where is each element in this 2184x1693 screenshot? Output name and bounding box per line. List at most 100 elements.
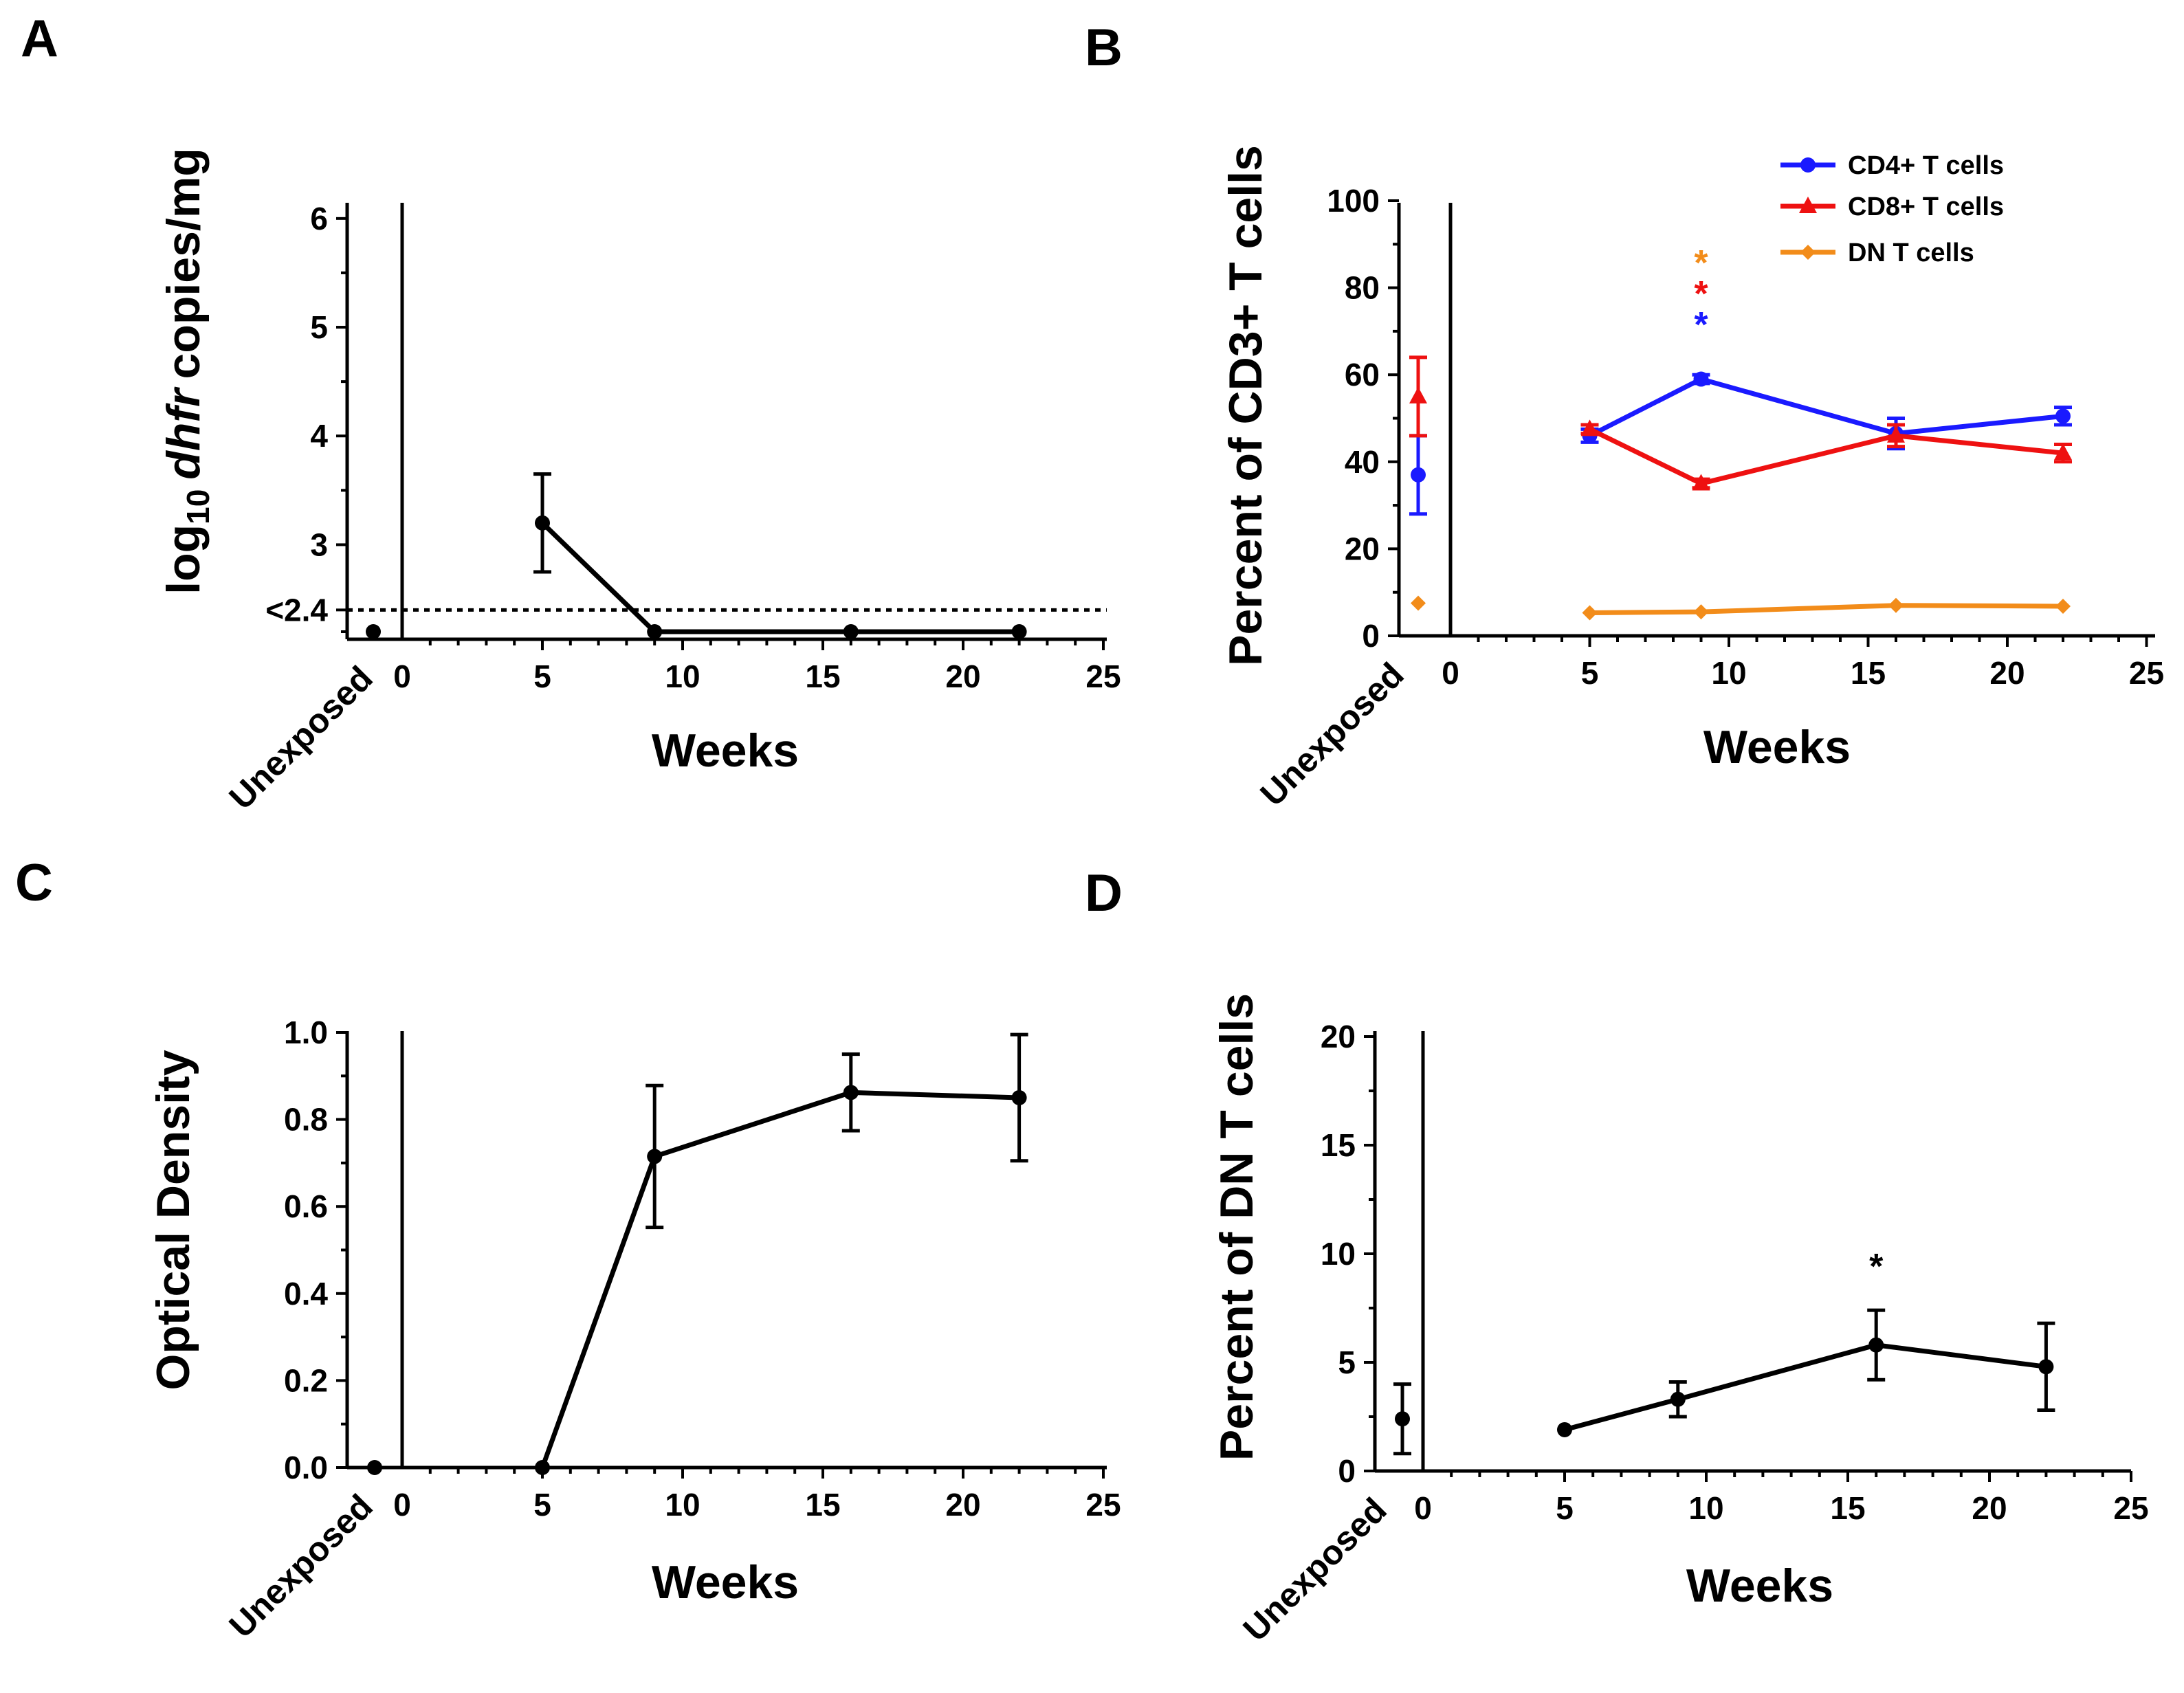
y-tick-label: 0	[1338, 1453, 1356, 1489]
y-tick-label: 40	[1345, 444, 1380, 480]
x-tick-label: 20	[1972, 1490, 2007, 1526]
data-point-dn-t-cells	[1582, 605, 1598, 621]
data-point-dn-t-cells	[1693, 604, 1709, 620]
unexposed-point-dn-t-cells	[1411, 595, 1426, 611]
y-tick-label: 0.0	[284, 1450, 328, 1485]
x-axis-title: Weeks	[652, 724, 799, 777]
data-point-dn-t-cells	[1557, 1421, 1572, 1437]
y-tick-label: 0	[1362, 618, 1380, 654]
y-tick-label: 80	[1345, 270, 1380, 306]
legend-label: CD8+ T cells	[1848, 192, 2004, 221]
y-tick-label: 0.6	[284, 1188, 328, 1224]
data-point-dn-t-cells	[1868, 1337, 1884, 1353]
data-point-dn-t-cells	[2038, 1359, 2054, 1375]
series-line-dn-t-cells	[1564, 1342, 2047, 1432]
legend-marker	[1800, 245, 1816, 260]
data-point-optical-density	[843, 1085, 859, 1100]
legend-label: CD4+ T cells	[1848, 151, 2004, 180]
x-tick-label: 5	[533, 659, 551, 694]
unexposed-label: Unexposed	[1253, 655, 1411, 813]
unexposed-label: Unexposed	[222, 1487, 380, 1645]
data-point-cd8-t-cells	[1580, 419, 1599, 436]
data-point-dhfr	[647, 624, 663, 639]
unexposed-point	[367, 1460, 382, 1475]
x-tick-label: 25	[1085, 659, 1121, 694]
y-tick-label: 4	[310, 418, 328, 454]
x-axis-title: Weeks	[652, 1556, 799, 1608]
unexposed-point	[1395, 1411, 1410, 1427]
legend-label: DN T cells	[1848, 239, 1974, 267]
y-tick-label: 3	[310, 527, 328, 562]
y-tick-label: 60	[1345, 357, 1380, 392]
x-tick-label: 20	[1989, 655, 2025, 691]
x-tick-label: 0	[393, 1487, 411, 1523]
y-tick-label: 0.2	[284, 1362, 328, 1398]
x-axis-title: Weeks	[1686, 1560, 1833, 1612]
panel-letter-a: A	[21, 10, 58, 68]
data-point-dhfr	[535, 515, 550, 531]
series-line-cd4-t-cells	[1588, 377, 2064, 438]
data-point-optical-density	[535, 1460, 550, 1475]
data-point-cd8-t-cells	[1887, 425, 1905, 443]
y-axis-title: Percent of DN T cells	[1211, 993, 1263, 1461]
y-tick-label: 0.8	[284, 1102, 328, 1138]
x-tick-label: 20	[945, 1487, 980, 1523]
significance-star: *	[1694, 243, 1708, 283]
x-tick-label: 10	[665, 1487, 700, 1523]
x-tick-label: 15	[805, 1487, 840, 1523]
data-point-cd8-t-cells	[1692, 474, 1710, 491]
y-tick-label: 5	[1338, 1345, 1356, 1380]
panel-letter-c: C	[15, 854, 53, 912]
data-point-dhfr	[1011, 624, 1027, 639]
panel-letter-d: D	[1085, 864, 1123, 922]
significance-star: *	[1869, 1247, 1884, 1287]
y-tick-label: 100	[1327, 183, 1380, 219]
x-tick-label: 10	[665, 659, 700, 694]
unexposed-label: Unexposed	[1236, 1490, 1394, 1648]
data-point-cd4-t-cells	[2055, 408, 2071, 424]
unexposed-point-cd8-t-cells	[1409, 386, 1427, 403]
data-point-dn-t-cells	[1670, 1391, 1686, 1407]
y-axis-title-gene: dhfr	[157, 386, 210, 480]
x-tick-label: 0	[1442, 655, 1459, 691]
x-tick-label: 25	[2113, 1490, 2148, 1526]
y-tick-label: 20	[1321, 1019, 1356, 1054]
y-axis-title-subscript: 10	[180, 489, 216, 524]
data-point-dn-t-cells	[2055, 598, 2071, 614]
panel-d-chart: 0 5 10 15 20 25 0 5 10 15 20 Weeks Percent of DN T c…	[1211, 993, 2149, 1648]
unexposed-point-cd4-t-cells	[1411, 467, 1426, 483]
x-tick-label: 10	[1688, 1490, 1723, 1526]
series-line-dhfr	[540, 521, 1019, 634]
significance-star: *	[1694, 305, 1708, 345]
legend-marker	[1800, 157, 1816, 173]
x-tick-label: 15	[1830, 1490, 1865, 1526]
y-tick-label: 6	[310, 201, 328, 236]
x-tick-label: 15	[1851, 655, 1886, 691]
y-axis-title-units: copies/mg	[157, 148, 210, 379]
panel-letter-b: B	[1085, 19, 1123, 77]
unexposed-point	[366, 624, 381, 639]
panel-b-chart: 0 5 10 15 20 25 0 20 40 60 80 100 Weeks Percent of CD…	[1220, 145, 2164, 813]
data-point-optical-density	[1011, 1089, 1027, 1105]
panel-a-chart: 0 5 10 15 20 25<2.43456Weekslog10dhfrcopies/m…	[157, 148, 1121, 817]
series-line-dn-t-cells	[1589, 603, 2064, 615]
unexposed-label: Unexposed	[222, 659, 380, 817]
x-tick-label: 10	[1711, 655, 1746, 691]
x-tick-label: 0	[393, 659, 411, 694]
y-axis-title: log10 dhfr copies/mg	[157, 148, 216, 595]
y-tick-label: 20	[1345, 531, 1380, 566]
x-tick-label: 0	[1414, 1490, 1432, 1526]
y-tick-label: 10	[1321, 1236, 1356, 1272]
y-tick-label: 0.4	[284, 1276, 328, 1312]
x-tick-label: 25	[2129, 655, 2164, 691]
x-tick-label: 15	[805, 659, 840, 694]
x-axis-title: Weeks	[1703, 721, 1851, 773]
data-point-dn-t-cells	[1888, 597, 1904, 613]
y-axis-title: Percent of CD3+ T cells	[1220, 145, 1272, 666]
x-tick-label: 5	[533, 1487, 551, 1523]
legend-marker	[1799, 197, 1817, 213]
series-line-optical-density	[540, 1089, 1019, 1469]
y-axis-title: Optical Density	[147, 1050, 199, 1390]
y-axis-title-log: log	[157, 524, 210, 595]
